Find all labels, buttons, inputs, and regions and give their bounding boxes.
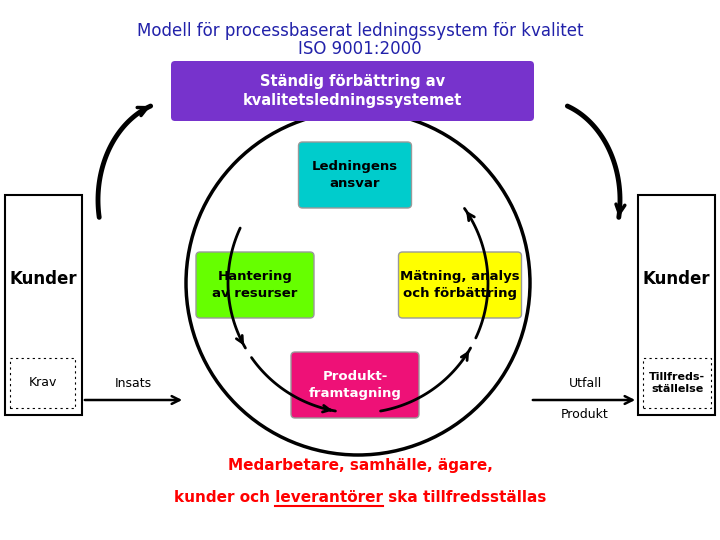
Text: Ledningens
ansvar: Ledningens ansvar xyxy=(312,160,398,190)
FancyBboxPatch shape xyxy=(196,252,314,318)
FancyBboxPatch shape xyxy=(10,358,75,408)
FancyBboxPatch shape xyxy=(643,358,711,408)
FancyBboxPatch shape xyxy=(638,195,715,415)
Text: Utfall: Utfall xyxy=(568,377,602,390)
Text: Mätning, analys
och förbättring: Mätning, analys och förbättring xyxy=(400,270,520,300)
Text: Medarbetare, samhälle, ägare,: Medarbetare, samhälle, ägare, xyxy=(228,458,492,473)
FancyBboxPatch shape xyxy=(5,195,82,415)
FancyBboxPatch shape xyxy=(398,252,521,318)
Text: Insats: Insats xyxy=(114,377,152,390)
Text: Produkt: Produkt xyxy=(561,408,609,421)
Text: Produkt-
framtagning: Produkt- framtagning xyxy=(309,370,402,400)
Text: Kunder: Kunder xyxy=(9,269,77,288)
Text: Hantering
av resurser: Hantering av resurser xyxy=(212,270,297,300)
Text: Tillfreds-
ställelse: Tillfreds- ställelse xyxy=(649,372,705,394)
FancyBboxPatch shape xyxy=(291,352,419,418)
Text: kunder och leverantörer ska tillfredsställas: kunder och leverantörer ska tillfredsstä… xyxy=(174,490,546,505)
Text: Ständig förbättring av
kvalitetsledningssystemet: Ständig förbättring av kvalitetslednings… xyxy=(243,73,462,109)
Text: Kunder: Kunder xyxy=(643,269,711,288)
FancyBboxPatch shape xyxy=(299,142,412,208)
Text: Modell för processbaserat ledningssystem för kvalitet: Modell för processbaserat ledningssystem… xyxy=(137,22,583,40)
Text: ISO 9001:2000: ISO 9001:2000 xyxy=(298,40,422,58)
Text: Krav: Krav xyxy=(28,376,57,389)
FancyBboxPatch shape xyxy=(171,61,534,121)
